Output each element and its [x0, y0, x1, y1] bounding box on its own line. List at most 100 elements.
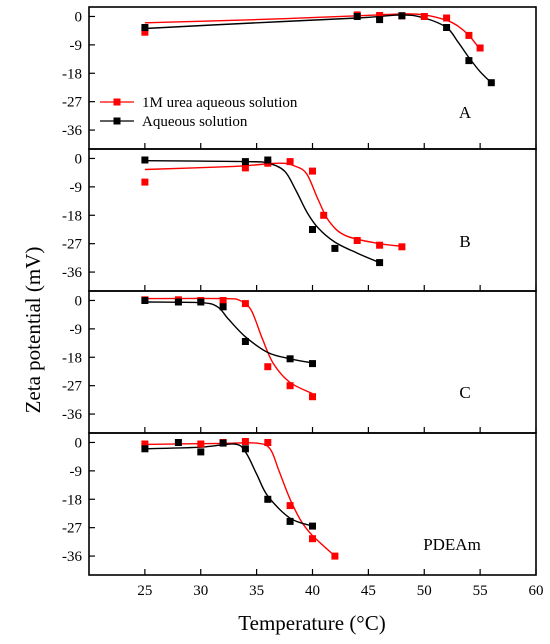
data-point-aqueous [197, 448, 205, 456]
data-point-aqueous [286, 355, 294, 363]
data-point-aqueous [219, 303, 227, 311]
data-point-aqueous [264, 495, 272, 503]
data-point-urea [309, 393, 316, 401]
data-point-urea [286, 502, 294, 510]
panel-a: 0 -9 -18 -27 -36 A [62, 6, 537, 150]
data-point-aqueous [141, 24, 149, 31]
y-tick-label: 0 [75, 293, 83, 309]
data-point-aqueous [309, 360, 316, 368]
data-point-aqueous [398, 12, 406, 20]
y-tick-label: -9 [70, 464, 83, 480]
legend: 1M urea aqueous solution Aqueous solutio… [100, 95, 298, 130]
y-tick-label: -9 [70, 322, 83, 338]
data-point-aqueous [241, 445, 249, 453]
series-line-aqueous [144, 443, 313, 527]
data-point-aqueous [309, 522, 316, 530]
data-point-aqueous [141, 297, 149, 304]
data-point-urea [465, 31, 473, 39]
data-point-aqueous [197, 298, 205, 306]
data-point-aqueous [331, 244, 339, 252]
x-axis-title: Temperature (°C) [238, 611, 385, 635]
data-point-urea [141, 440, 149, 448]
data-point-urea [476, 44, 484, 52]
data-point-aqueous [241, 158, 249, 166]
x-tick-label: 50 [417, 583, 432, 599]
panel-label: PDEAm [423, 535, 481, 554]
y-tick-label: -36 [62, 123, 82, 139]
data-point-aqueous [264, 156, 272, 164]
data-point-urea [141, 178, 149, 186]
legend-label-urea: 1M urea aqueous solution [142, 95, 298, 111]
series-line-aqueous [144, 301, 313, 364]
data-point-aqueous [141, 445, 149, 453]
data-point-urea [443, 14, 451, 22]
data-point-urea [197, 440, 205, 448]
data-point-urea [141, 28, 149, 36]
panel-label: A [459, 103, 472, 122]
data-point-aqueous [286, 517, 294, 525]
y-tick-label: 0 [75, 151, 83, 167]
y-tick-label: -18 [62, 492, 82, 508]
y-tick-label: -27 [62, 379, 82, 395]
data-point-aqueous [353, 13, 361, 20]
x-tick-label: 45 [361, 583, 376, 599]
y-tick-label: -27 [62, 237, 82, 253]
y-tick-label: -36 [62, 407, 82, 423]
y-tick-label: 0 [75, 9, 83, 25]
data-point-urea [420, 13, 428, 20]
data-point-aqueous [174, 439, 182, 446]
series-line-urea [144, 297, 313, 395]
data-point-urea [264, 439, 272, 446]
y-tick-label: -36 [62, 549, 82, 565]
data-point-urea [398, 243, 406, 251]
panels-layer: 0-9-18-27-36A0-9-18-27-36B0-9-18-27-36C0… [62, 6, 544, 599]
data-point-aqueous [174, 298, 182, 306]
x-tick-label: 60 [529, 583, 544, 599]
data-point-aqueous [487, 79, 495, 87]
series-line-aqueous [144, 14, 492, 84]
data-point-aqueous [241, 338, 249, 345]
panel-pdeam: 0 -9 -18 -27 -36 25 30 35 40 45 50 55 60 PDEAm [62, 432, 544, 599]
data-point-urea [376, 241, 384, 249]
data-point-aqueous [309, 226, 316, 233]
data-point-urea [309, 167, 316, 175]
data-point-urea [286, 158, 294, 166]
series-line-urea [144, 442, 336, 557]
x-tick-label: 35 [249, 583, 264, 599]
data-point-aqueous [465, 57, 473, 65]
series-line-urea [144, 13, 481, 51]
data-point-aqueous [141, 156, 149, 164]
y-axis-title: Zeta potential (mV) [21, 247, 45, 414]
panel-label: B [459, 232, 470, 251]
data-point-urea [241, 164, 249, 172]
y-tick-label: -27 [62, 95, 82, 111]
legend-marker-urea [113, 98, 121, 106]
x-tick-label: 30 [193, 583, 208, 599]
data-point-urea [376, 12, 384, 19]
data-point-aqueous [443, 24, 451, 31]
data-point-urea [353, 237, 361, 244]
data-point-urea [241, 300, 249, 308]
y-tick-label: -9 [70, 180, 83, 196]
y-tick-label: -9 [70, 38, 83, 54]
data-point-aqueous [219, 439, 227, 447]
series-line-aqueous [144, 160, 380, 264]
panel-b: 0 -9 -18 -27 -36 B [62, 148, 537, 292]
data-point-urea [331, 552, 339, 560]
data-point-urea [320, 211, 328, 219]
data-point-urea [241, 438, 249, 445]
y-tick-label: -18 [62, 208, 82, 224]
data-point-aqueous [376, 16, 384, 24]
data-point-aqueous [376, 259, 384, 267]
panel-c: 0 -9 -18 -27 -36 C [62, 290, 537, 434]
data-point-urea [286, 382, 294, 390]
series-line-urea [144, 162, 402, 247]
y-tick-label: -18 [62, 350, 82, 366]
x-tick-label: 25 [137, 583, 152, 599]
data-point-urea [219, 297, 227, 304]
y-tick-label: -18 [62, 66, 82, 82]
x-tick-label: 40 [305, 583, 320, 599]
panel-label: C [459, 383, 470, 402]
y-tick-label: -27 [62, 521, 82, 537]
